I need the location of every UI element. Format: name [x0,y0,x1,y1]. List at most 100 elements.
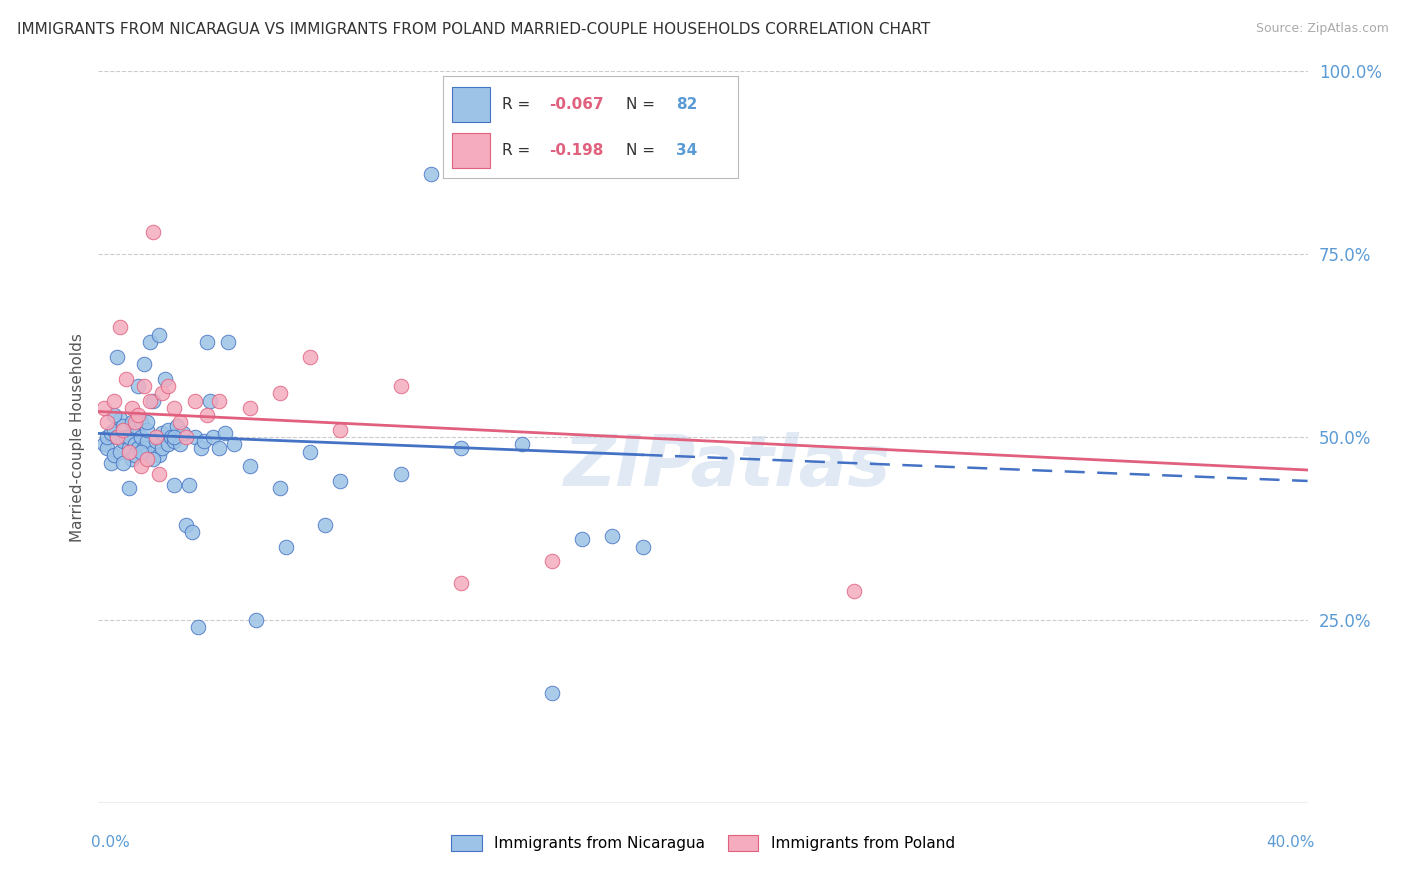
Point [150,386,173,401]
Point [217,334,239,349]
Point [148,327,170,342]
Point [135,452,157,467]
Text: R =: R = [502,144,536,158]
Point [121,452,143,467]
Text: -0.067: -0.067 [550,97,603,112]
Point [540,686,562,700]
Point [163,401,186,415]
Point [118,430,141,444]
Point [172,426,194,441]
Point [148,467,170,481]
Text: N =: N = [626,97,659,112]
Point [142,444,165,458]
Point [93,437,115,451]
Point [127,408,149,422]
Point [150,426,173,441]
Point [127,441,149,455]
Text: 34: 34 [676,144,697,158]
Point [299,350,322,364]
Point [187,620,209,634]
Point [195,334,218,349]
Bar [451,133,491,168]
Text: -0.198: -0.198 [550,144,603,158]
Point [153,371,176,385]
Point [129,459,152,474]
Point [169,437,191,451]
Point [389,379,412,393]
Point [156,423,179,437]
Point [169,416,191,430]
Point [160,430,183,444]
Point [329,423,352,437]
Point [156,379,179,393]
Point [135,416,157,430]
Text: 82: 82 [676,97,697,112]
Point [174,430,197,444]
Point [181,525,204,540]
Point [329,474,352,488]
Bar [451,87,491,122]
Text: IMMIGRANTS FROM NICARAGUA VS IMMIGRANTS FROM POLAND MARRIED-COUPLE HOUSEHOLDS CO: IMMIGRANTS FROM NICARAGUA VS IMMIGRANTS … [17,22,931,37]
Point [145,434,167,448]
Text: N =: N = [626,144,659,158]
Text: 40.0%: 40.0% [1267,836,1315,850]
Text: R =: R = [502,97,536,112]
Point [96,416,118,430]
Text: Source: ZipAtlas.com: Source: ZipAtlas.com [1256,22,1389,36]
Point [118,441,141,455]
Point [631,540,654,554]
Point [129,416,152,430]
Point [148,448,170,462]
Point [105,430,128,444]
Point [208,441,231,455]
Point [184,393,207,408]
Point [163,477,186,491]
Point [96,430,118,444]
Y-axis label: Married-couple Households: Married-couple Households [69,333,84,541]
Point [139,334,162,349]
Point [844,583,866,598]
Point [540,554,562,568]
Point [93,401,115,415]
Point [100,426,122,441]
Point [510,437,533,451]
Point [139,393,162,408]
Point [118,481,141,495]
Point [184,430,207,444]
Point [179,477,201,491]
Point [111,456,134,470]
Point [239,459,262,474]
Point [114,430,136,444]
Point [96,441,118,455]
Point [571,533,593,547]
Point [193,434,215,448]
Point [174,517,197,532]
Point [121,401,143,415]
Point [105,430,128,444]
Point [142,452,165,467]
Point [602,529,624,543]
Point [420,167,443,181]
Point [111,419,134,434]
Point [195,408,218,422]
Point [108,444,131,458]
Point [124,416,146,430]
Point [142,225,165,239]
Point [224,437,246,451]
Point [135,423,157,437]
Point [114,371,136,385]
Point [124,419,146,434]
Point [103,393,125,408]
Point [239,401,262,415]
Point [166,419,188,434]
Text: 0.0%: 0.0% [91,836,131,850]
Point [269,386,291,401]
Text: ZIPatlas: ZIPatlas [564,432,891,500]
Point [118,444,141,458]
Point [314,517,336,532]
Point [103,423,125,437]
Point [200,393,222,408]
Point [163,434,186,448]
Point [132,441,155,455]
Point [129,430,152,444]
